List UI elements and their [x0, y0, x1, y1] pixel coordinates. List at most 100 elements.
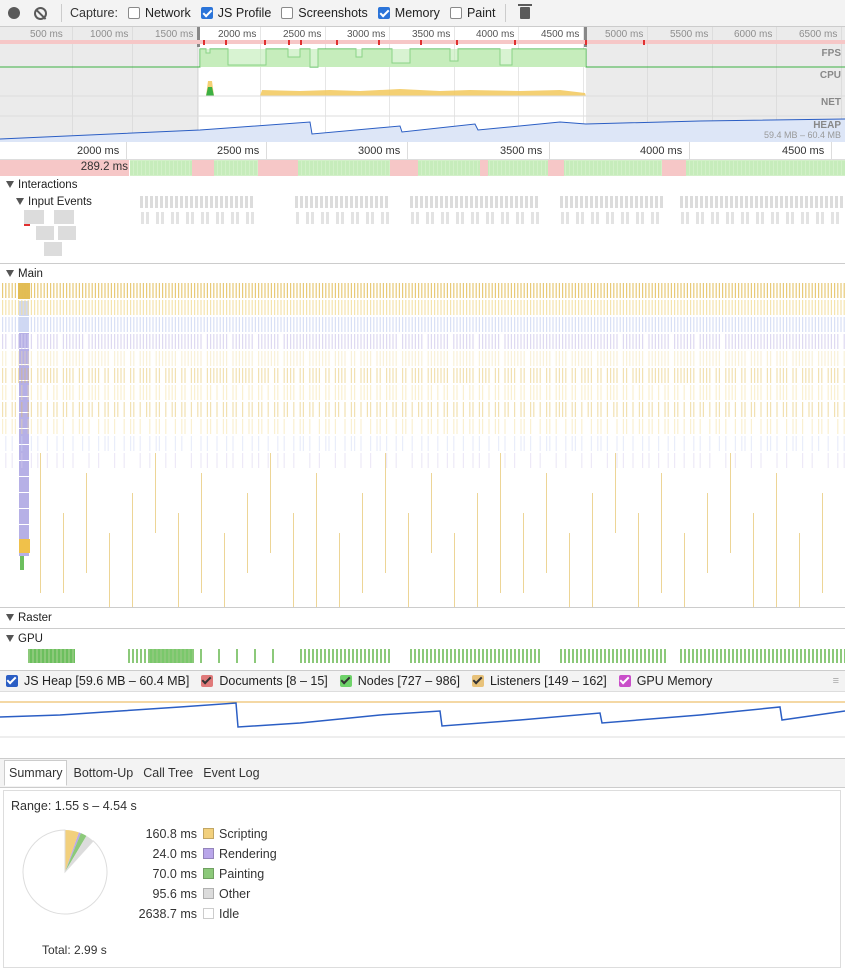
ruler-tick-label: 2000 ms: [77, 145, 120, 157]
clear-icon[interactable]: [34, 6, 47, 20]
selection-handle-right[interactable]: [584, 27, 587, 47]
nodes-checkbox-box[interactable]: [339, 675, 352, 687]
overview-gridline: [325, 27, 326, 142]
expand-triangle-icon[interactable]: [6, 635, 14, 642]
tab-bottom-up[interactable]: Bottom-Up: [73, 766, 134, 780]
legend-label: Other: [219, 887, 251, 901]
selection-handle-left[interactable]: [197, 27, 200, 47]
details-tabs: Summary Bottom-Up Call Tree Event Log: [0, 758, 845, 788]
js-profile-checkbox[interactable]: JS Profile: [200, 6, 271, 20]
ruler-gridline: [126, 142, 127, 160]
memory-label: Memory: [394, 6, 440, 20]
track-main[interactable]: Main: [6, 268, 43, 280]
overview-gridline: [712, 27, 713, 142]
expand-triangle-icon[interactable]: [6, 270, 14, 277]
expand-triangle-icon[interactable]: [16, 198, 24, 205]
listeners-checkbox[interactable]: Listeners [149 – 162]: [471, 674, 607, 688]
overview-gridline: [132, 27, 133, 142]
network-checkbox-box[interactable]: [127, 7, 140, 19]
js-heap-checkbox-box[interactable]: [6, 675, 18, 687]
frames-track[interactable]: 289.2 ms: [0, 160, 845, 176]
ruler-gridline: [407, 142, 408, 160]
nodes-checkbox[interactable]: Nodes [727 – 986]: [339, 674, 460, 688]
expand-triangle-icon[interactable]: [6, 181, 14, 188]
network-checkbox[interactable]: Network: [127, 6, 191, 20]
legend-value: 24.0 ms: [152, 847, 197, 861]
overview-unselected-left: [0, 27, 199, 142]
memory-checkbox[interactable]: Memory: [377, 6, 440, 20]
ruler-gridline: [266, 142, 267, 160]
track-interactions[interactable]: Interactions: [6, 179, 77, 191]
tab-event-log[interactable]: Event Log: [203, 766, 260, 780]
ruler-gridline: [549, 142, 550, 160]
record-icon[interactable]: [8, 7, 20, 19]
legend-swatch: [203, 888, 214, 899]
overview-tick-label: 4500 ms: [541, 29, 580, 40]
heap-range-label: 59.4 MB – 60.4 MB: [763, 130, 841, 140]
toolbar-divider: [61, 4, 62, 22]
frame-duration-label: 289.2 ms: [80, 161, 128, 173]
main-flame-chart[interactable]: [0, 283, 845, 608]
long-frame-bar[interactable]: [0, 160, 130, 176]
nodes-label: Nodes [727 – 986]: [357, 674, 460, 688]
ruler-tick-label: 2500 ms: [217, 145, 260, 157]
screenshots-label: Screenshots: [298, 6, 368, 20]
overview-gridline: [389, 27, 390, 142]
overview-tick-label: 500 ms: [30, 29, 63, 40]
summary-pie-chart: [22, 829, 108, 915]
pie-slice-painting: [65, 833, 87, 872]
overview-gridline: [197, 27, 198, 142]
timeline-overview[interactable]: 500 ms 1000 ms 1500 ms 2000 ms 2500 ms 3000 m…: [0, 27, 845, 142]
screenshots-checkbox[interactable]: Screenshots: [281, 6, 368, 20]
screenshots-checkbox-box[interactable]: [281, 7, 294, 19]
listeners-checkbox-box[interactable]: [471, 675, 484, 687]
ruler-gridline: [689, 142, 690, 160]
overview-gridline: [647, 27, 648, 142]
documents-checkbox-box[interactable]: [201, 675, 214, 687]
pie-slice-idle: [22, 829, 108, 915]
pie-slice-scripting: [65, 830, 79, 872]
divider: [0, 263, 845, 264]
tab-summary[interactable]: Summary: [4, 760, 68, 786]
overview-tick-label: 2000 ms: [218, 29, 257, 40]
gpu-memory-label: GPU Memory: [636, 674, 713, 688]
lane-fps-label: FPS: [821, 48, 841, 59]
legend-value: 95.6 ms: [152, 887, 197, 901]
documents-checkbox[interactable]: Documents [8 – 15]: [201, 674, 328, 688]
paint-checkbox-box[interactable]: [449, 7, 462, 19]
drag-handle-icon[interactable]: ≡: [832, 675, 839, 687]
legend-label: Painting: [219, 867, 265, 881]
memory-checkbox-box[interactable]: [377, 7, 390, 19]
track-input-events[interactable]: Input Events: [16, 196, 92, 208]
legend-swatch: [203, 848, 214, 859]
capture-label: Capture:: [70, 6, 118, 20]
legend-row: 70.0 ms Painting: [134, 867, 265, 881]
pie-slice-rendering: [65, 832, 81, 872]
legend-label: Scripting: [219, 827, 268, 841]
track-gpu[interactable]: GPU: [6, 633, 43, 645]
overview-tick-label: 4000 ms: [476, 29, 515, 40]
tab-call-tree[interactable]: Call Tree: [143, 766, 194, 780]
pie-slice-other: [65, 835, 94, 872]
overview-graphs: [0, 40, 845, 142]
js-profile-checkbox-box[interactable]: [200, 7, 213, 19]
overview-tick-label: 3000 ms: [347, 29, 386, 40]
track-input-events-label: Input Events: [28, 196, 92, 208]
range-label: Range: 1.55 s – 4.54 s: [11, 799, 137, 813]
expand-triangle-icon[interactable]: [6, 614, 14, 621]
legend-row: 24.0 ms Rendering: [134, 847, 277, 861]
overview-gridline: [454, 27, 455, 142]
js-heap-checkbox[interactable]: JS Heap [59.6 MB – 60.4 MB]: [6, 674, 189, 688]
ruler-tick-label: 4500 ms: [782, 145, 825, 157]
gpu-memory-checkbox-box[interactable]: [618, 675, 631, 687]
overview-tick-label: 2500 ms: [283, 29, 322, 40]
legend-value: 160.8 ms: [145, 827, 197, 841]
gpu-memory-checkbox[interactable]: GPU Memory: [618, 674, 713, 688]
track-raster[interactable]: Raster: [6, 612, 52, 624]
legend-label: Rendering: [219, 847, 277, 861]
paint-checkbox[interactable]: Paint: [449, 6, 495, 20]
input-events-blocks: [24, 196, 843, 256]
overview-gridline: [841, 27, 842, 142]
trash-icon[interactable]: [518, 4, 533, 19]
legend-swatch: [203, 908, 214, 919]
